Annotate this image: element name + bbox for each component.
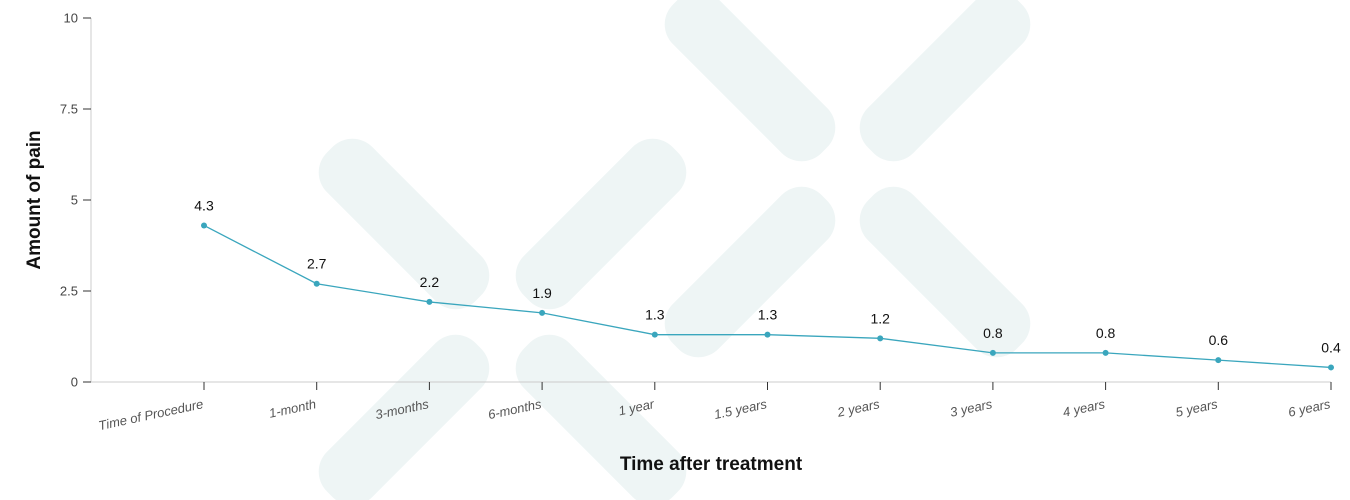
watermark-bar — [859, 0, 1031, 162]
x-tick-label: 3 years — [949, 396, 994, 420]
x-tick-label: 1.5 years — [713, 396, 769, 422]
data-label: 0.8 — [983, 325, 1003, 341]
x-axis-ticks: Time of Procedure 1-month 3-months 6-months… — [97, 382, 1332, 433]
data-point — [201, 222, 207, 229]
y-tick-label: 10 — [64, 11, 78, 26]
data-label: 0.6 — [1209, 332, 1229, 348]
y-tick-label: 0 — [71, 375, 78, 390]
data-label: 1.2 — [870, 310, 890, 326]
data-point — [989, 349, 996, 356]
watermark-bar — [318, 334, 490, 500]
y-axis-ticks: 0 2.5 5 7.5 10 — [60, 11, 91, 390]
data-label: 2.7 — [307, 256, 327, 272]
watermark-bar — [664, 186, 836, 358]
y-tick-label: 5 — [71, 193, 78, 208]
data-label: 2.2 — [420, 274, 440, 290]
data-label: 1.3 — [645, 307, 665, 323]
watermark-bar — [664, 0, 836, 162]
x-tick-label: 2 years — [835, 396, 881, 420]
y-tick-label: 2.5 — [60, 284, 78, 299]
data-point — [877, 335, 884, 342]
watermark-bar — [318, 138, 490, 310]
data-point — [426, 298, 433, 305]
x-tick-label: Time of Procedure — [97, 396, 205, 433]
x-tick-label: 5 years — [1174, 396, 1219, 420]
y-axis-title: Amount of pain — [24, 130, 45, 269]
x-axis-title: Time after treatment — [620, 454, 803, 475]
watermark-bar — [515, 138, 687, 310]
data-label: 0.4 — [1321, 339, 1341, 355]
watermark-bar — [859, 186, 1031, 358]
data-point — [1328, 364, 1334, 371]
x-tick-label: 6 years — [1287, 396, 1332, 420]
data-point — [764, 331, 771, 338]
data-labels: 4.3 2.7 2.2 1.9 1.3 1.3 1.2 0.8 0.8 0.6 0.4 — [194, 197, 1341, 355]
watermark-logo — [318, 0, 1031, 500]
x-tick-label: 1 year — [617, 396, 656, 418]
data-label: 4.3 — [194, 197, 214, 213]
y-tick-label: 7.5 — [60, 102, 78, 117]
data-points — [201, 222, 1334, 371]
data-label: 0.8 — [1096, 325, 1116, 341]
watermark-bar — [515, 334, 687, 500]
x-tick-label: 6-months — [487, 396, 544, 422]
data-point — [1215, 357, 1222, 364]
data-point — [1102, 349, 1109, 356]
data-label: 1.9 — [532, 285, 552, 301]
data-point — [651, 331, 658, 338]
x-tick-label: 1-month — [268, 396, 318, 421]
x-tick-label: 4 years — [1061, 396, 1106, 420]
data-point — [539, 309, 546, 316]
data-point — [313, 280, 320, 287]
data-label: 1.3 — [758, 307, 778, 323]
